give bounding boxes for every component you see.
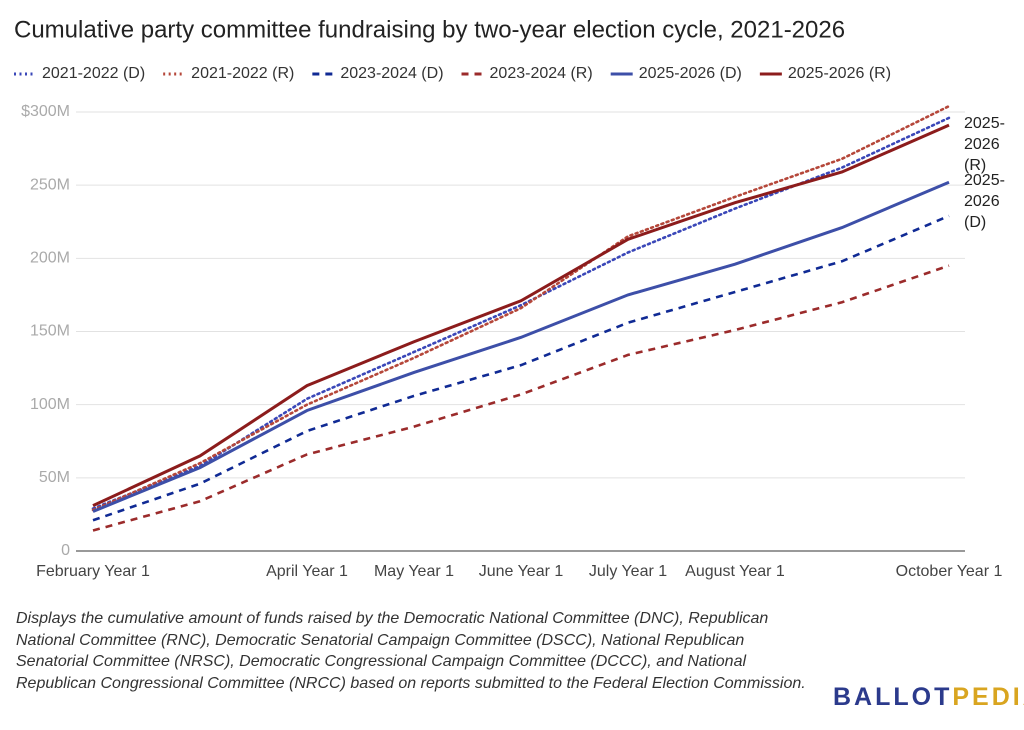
logo-part: PEDIA (952, 683, 1024, 711)
x-tick-label: July Year 1 (589, 563, 667, 580)
legend-label: 2023-2024 (R) (490, 65, 593, 82)
y-tick-label: 150M (30, 323, 70, 340)
x-tick-label: February Year 1 (36, 563, 150, 580)
chart-title: Cumulative party committee fundraising b… (14, 16, 845, 43)
end-label: 2025-2026 (D) (964, 172, 1005, 232)
y-tick-label: 100M (30, 396, 70, 413)
logo-part: BALLOT (833, 683, 953, 711)
y-tick-label: 50M (39, 469, 70, 486)
series-line (91, 116, 951, 510)
legend-label: 2025-2026 (R) (788, 65, 891, 82)
series-line (92, 180, 950, 513)
series-line (92, 264, 950, 532)
y-tick-label: $300M (21, 103, 70, 120)
x-tick-label: October Year 1 (896, 563, 1003, 580)
x-tick-label: April Year 1 (266, 563, 348, 580)
series-line (92, 123, 950, 507)
y-tick-label: 250M (30, 176, 70, 193)
x-tick-label: May Year 1 (374, 563, 454, 580)
series-line (91, 104, 951, 512)
legend-label: 2021-2022 (R) (191, 65, 294, 82)
y-tick-label: 200M (30, 250, 70, 267)
legend-label: 2023-2024 (D) (340, 65, 443, 82)
y-tick-label: 0 (61, 542, 70, 559)
end-label: 2025-2026 (R) (964, 115, 1005, 175)
legend-label: 2021-2022 (D) (42, 65, 145, 82)
series-line (92, 214, 950, 522)
footnote: Displays the cumulative amount of funds … (16, 610, 806, 692)
logo: BALLOTPEDIA (833, 683, 1024, 712)
x-tick-label: August Year 1 (685, 563, 785, 580)
x-tick-label: June Year 1 (479, 563, 564, 580)
legend-label: 2025-2026 (D) (639, 65, 742, 82)
